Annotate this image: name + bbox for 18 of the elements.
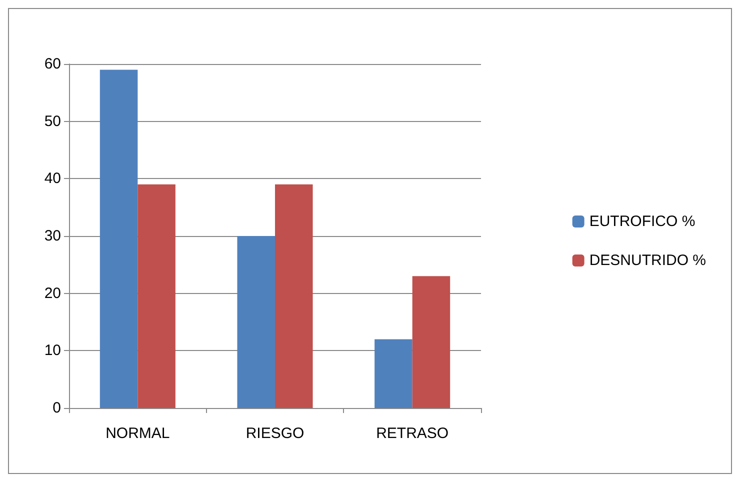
y-tick-label: 0 <box>52 400 61 416</box>
bar <box>100 70 138 408</box>
legend-label: EUTROFICO % <box>589 213 696 230</box>
bar <box>237 236 275 408</box>
y-tick-label: 50 <box>44 112 61 130</box>
y-tick-label: 20 <box>44 284 61 302</box>
bar <box>412 276 450 408</box>
y-tick-label: 40 <box>44 170 61 188</box>
x-tick-label: RETRASO <box>376 425 449 442</box>
bar <box>275 184 313 408</box>
y-tick-label: 60 <box>44 56 61 72</box>
bar <box>374 339 412 408</box>
bar <box>138 184 176 408</box>
legend-label: DESNUTRIDO % <box>589 252 706 269</box>
x-tick-label: NORMAL <box>106 425 170 442</box>
y-tick-label: 30 <box>44 228 61 244</box>
x-tick-label: RIESGO <box>246 425 304 442</box>
y-tick-label: 10 <box>44 342 61 360</box>
